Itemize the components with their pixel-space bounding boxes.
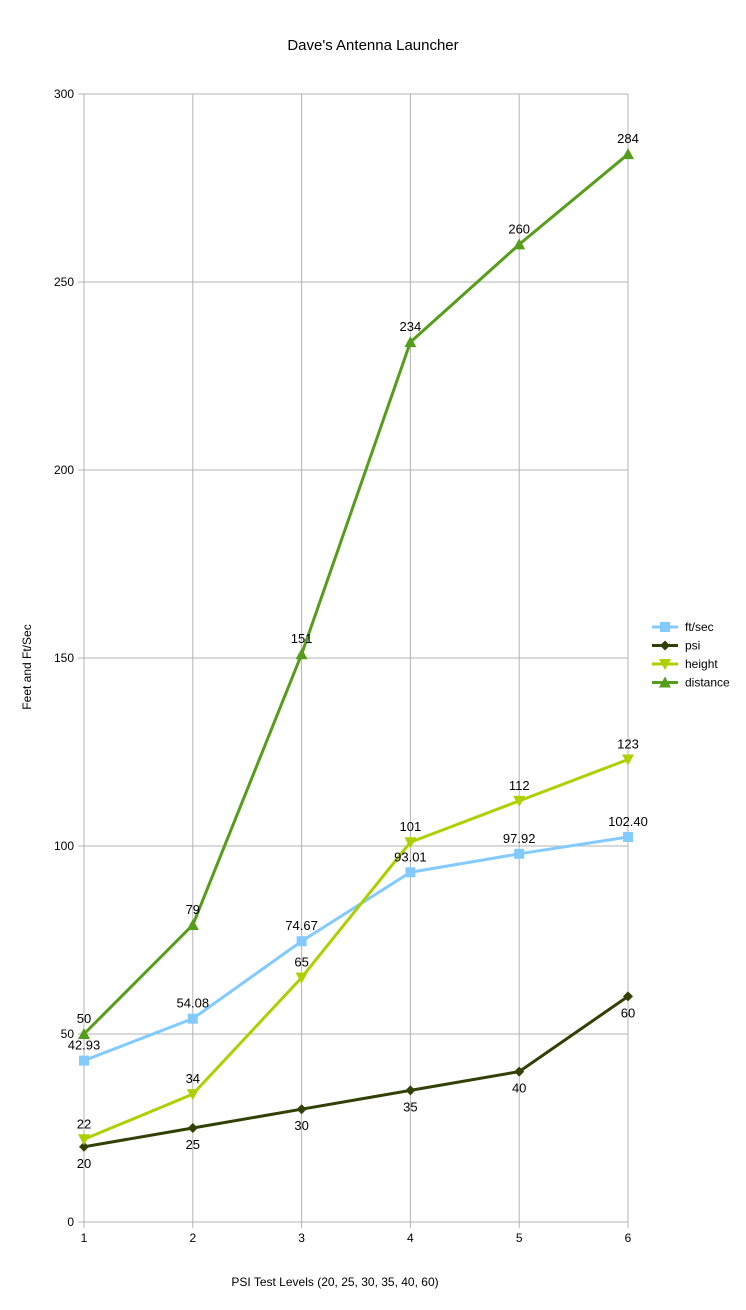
data-label: 101 bbox=[400, 819, 422, 834]
data-point bbox=[79, 1055, 89, 1066]
data-point bbox=[78, 1028, 90, 1039]
data-label: 151 bbox=[291, 631, 313, 646]
series-line bbox=[83, 835, 629, 1062]
data-point bbox=[514, 848, 525, 859]
legend: ft/sec psi height distance bbox=[652, 620, 730, 690]
data-label: 30 bbox=[294, 1118, 308, 1133]
series bbox=[78, 148, 634, 1152]
data-label: 234 bbox=[400, 319, 422, 334]
data-label: 60 bbox=[621, 1005, 635, 1020]
y-tick-label: 100 bbox=[54, 839, 74, 853]
x-tick-label: 4 bbox=[407, 1231, 414, 1245]
legend-label: psi bbox=[685, 639, 700, 653]
data-point bbox=[514, 1066, 525, 1077]
data-label: 25 bbox=[186, 1137, 200, 1152]
data-point bbox=[296, 936, 307, 947]
x-tick-label: 5 bbox=[516, 1231, 523, 1245]
data-label: 97.92 bbox=[503, 831, 536, 846]
data-point bbox=[404, 837, 417, 849]
legend-item: psi bbox=[652, 639, 700, 653]
y-axis-label: Feet and Ft/Sec bbox=[20, 624, 34, 709]
data-point bbox=[78, 1134, 90, 1146]
data-point bbox=[405, 1085, 416, 1096]
y-tick-label: 0 bbox=[67, 1215, 74, 1229]
data-label: 34 bbox=[186, 1071, 200, 1086]
y-tick-label: 150 bbox=[54, 651, 74, 665]
grid bbox=[78, 93, 629, 1228]
x-tick-label: 1 bbox=[81, 1231, 88, 1245]
series-height bbox=[78, 754, 634, 1146]
data-point bbox=[295, 972, 308, 984]
data-point bbox=[296, 1104, 307, 1115]
x-axis-label: PSI Test Levels (20, 25, 30, 35, 40, 60) bbox=[231, 1275, 438, 1289]
y-tick-label: 50 bbox=[61, 1027, 75, 1041]
data-label: 284 bbox=[617, 131, 639, 146]
legend-item: ft/sec bbox=[652, 620, 714, 634]
data-point bbox=[623, 991, 633, 1002]
legend-label: height bbox=[685, 657, 718, 671]
y-tick-label: 300 bbox=[54, 87, 74, 101]
data-labels: 42.93 54.08 74.67 93.01 97.92 102.40 20 25 30 35 4… bbox=[68, 131, 648, 1171]
data-point bbox=[187, 1013, 198, 1024]
data-point bbox=[186, 1089, 199, 1101]
legend-swatch-marker bbox=[660, 640, 670, 651]
legend-swatch-marker bbox=[660, 622, 670, 632]
chart-title: Dave's Antenna Launcher bbox=[287, 37, 458, 54]
legend-item: distance bbox=[652, 676, 730, 690]
data-point bbox=[622, 148, 634, 160]
legend-label: ft/sec bbox=[685, 620, 714, 634]
data-label: 260 bbox=[508, 221, 530, 236]
y-tick-label: 250 bbox=[54, 275, 74, 289]
data-label: 74.67 bbox=[285, 918, 318, 933]
data-label: 112 bbox=[509, 778, 530, 793]
data-label: 42.93 bbox=[68, 1038, 101, 1053]
legend-label: distance bbox=[685, 676, 730, 690]
data-label: 79 bbox=[186, 902, 200, 917]
data-point bbox=[187, 1123, 198, 1133]
data-point bbox=[405, 867, 416, 878]
series-line bbox=[82, 153, 629, 1036]
data-label: 102.40 bbox=[608, 814, 648, 829]
data-point bbox=[513, 795, 526, 807]
series-ft-sec bbox=[79, 831, 633, 1066]
data-label: 40 bbox=[512, 1081, 526, 1096]
data-label: 54.08 bbox=[177, 996, 210, 1011]
series-line bbox=[83, 995, 629, 1149]
x-tick-label: 2 bbox=[189, 1231, 196, 1245]
data-label: 20 bbox=[77, 1156, 91, 1171]
y-tick-label: 200 bbox=[54, 463, 74, 477]
x-tick-label: 6 bbox=[625, 1231, 632, 1245]
data-point bbox=[513, 238, 526, 250]
data-label: 22 bbox=[77, 1116, 91, 1131]
data-label: 93.01 bbox=[394, 849, 427, 864]
legend-swatch-marker bbox=[659, 659, 671, 670]
data-label: 35 bbox=[403, 1099, 417, 1114]
series-distance bbox=[78, 148, 634, 1039]
data-label: 50 bbox=[77, 1011, 91, 1026]
data-point bbox=[623, 831, 633, 842]
data-label: 123 bbox=[617, 737, 639, 752]
data-point bbox=[295, 648, 308, 660]
data-point bbox=[186, 918, 199, 930]
data-label: 65 bbox=[294, 955, 308, 970]
series-psi bbox=[79, 991, 633, 1152]
series-line bbox=[83, 758, 629, 1141]
legend-swatch-marker bbox=[659, 676, 671, 688]
data-point bbox=[79, 1141, 89, 1152]
legend-item: height bbox=[652, 657, 718, 671]
data-point bbox=[404, 336, 417, 348]
data-point bbox=[622, 754, 634, 766]
x-tick-label: 3 bbox=[298, 1231, 305, 1245]
